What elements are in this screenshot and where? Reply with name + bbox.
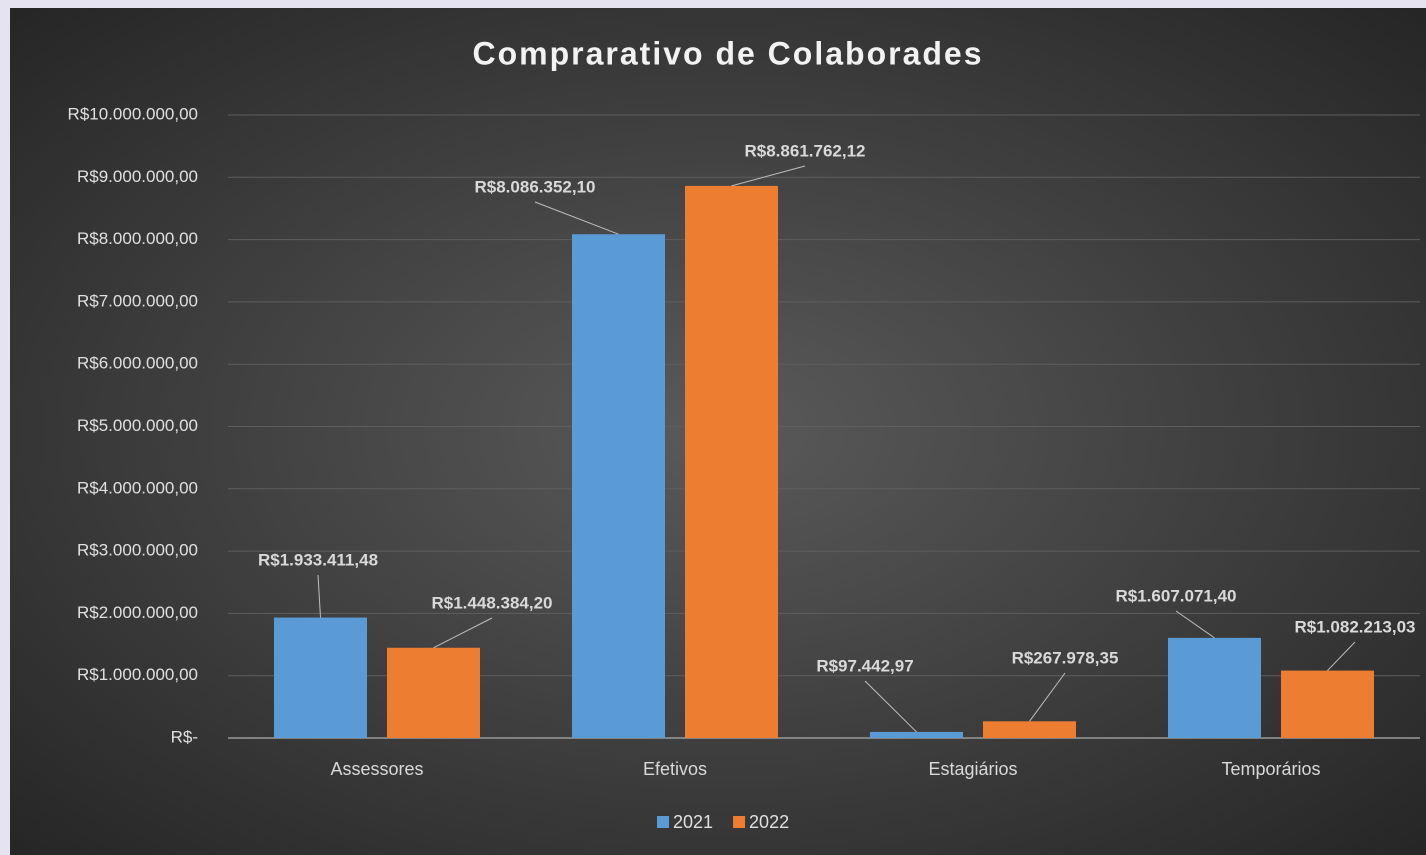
leader-line — [534, 201, 619, 235]
y-tick-label: R$4.000.000,00 — [77, 478, 198, 497]
bar — [1281, 670, 1374, 738]
bar — [387, 647, 480, 738]
leader-line — [1175, 610, 1215, 639]
data-label: R$97.442,97 — [816, 656, 913, 675]
bar — [983, 721, 1076, 738]
bar — [685, 185, 778, 738]
data-label: R$1.448.384,20 — [432, 593, 553, 612]
data-label: R$8.861.762,12 — [745, 141, 866, 160]
x-tick-label: Assessores — [330, 759, 423, 779]
bar — [274, 617, 367, 738]
bar — [1168, 637, 1261, 738]
data-label: R$1.607.071,40 — [1116, 586, 1237, 605]
leader-line — [433, 617, 493, 649]
y-tick-label: R$7.000.000,00 — [77, 291, 198, 310]
leader-line — [317, 574, 321, 618]
leader-line — [1029, 672, 1066, 722]
legend-label: 2021 — [673, 812, 713, 832]
leader-line — [864, 680, 917, 733]
y-tick-label: R$5.000.000,00 — [77, 416, 198, 435]
legend-swatch — [657, 816, 669, 828]
legend-swatch — [733, 816, 746, 828]
y-tick-label: R$10.000.000,00 — [68, 104, 198, 123]
x-tick-label: Efetivos — [643, 759, 707, 779]
bar — [870, 731, 963, 738]
leader-line — [731, 165, 806, 187]
y-tick-label: R$6.000.000,00 — [77, 354, 198, 373]
data-label: R$267.978,35 — [1012, 648, 1119, 667]
bar — [572, 234, 665, 738]
data-label: R$1.082.213,03 — [1295, 617, 1416, 636]
y-tick-label: R$8.000.000,00 — [77, 229, 198, 248]
y-tick-label: R$3.000.000,00 — [77, 541, 198, 560]
x-tick-label: Temporários — [1221, 759, 1320, 779]
chart-title: Comprarativo de Colaborades — [473, 35, 984, 71]
x-tick-label: Estagiários — [928, 759, 1017, 779]
data-label: R$1.933.411,48 — [258, 550, 378, 569]
leader-line — [1327, 641, 1356, 671]
y-tick-label: R$1.000.000,00 — [77, 665, 198, 684]
y-tick-label: R$- — [171, 727, 198, 746]
y-tick-label: R$9.000.000,00 — [77, 167, 198, 186]
data-label: R$8.086.352,10 — [475, 177, 596, 196]
legend-label: 2022 — [749, 812, 789, 832]
y-tick-label: R$2.000.000,00 — [77, 603, 198, 622]
